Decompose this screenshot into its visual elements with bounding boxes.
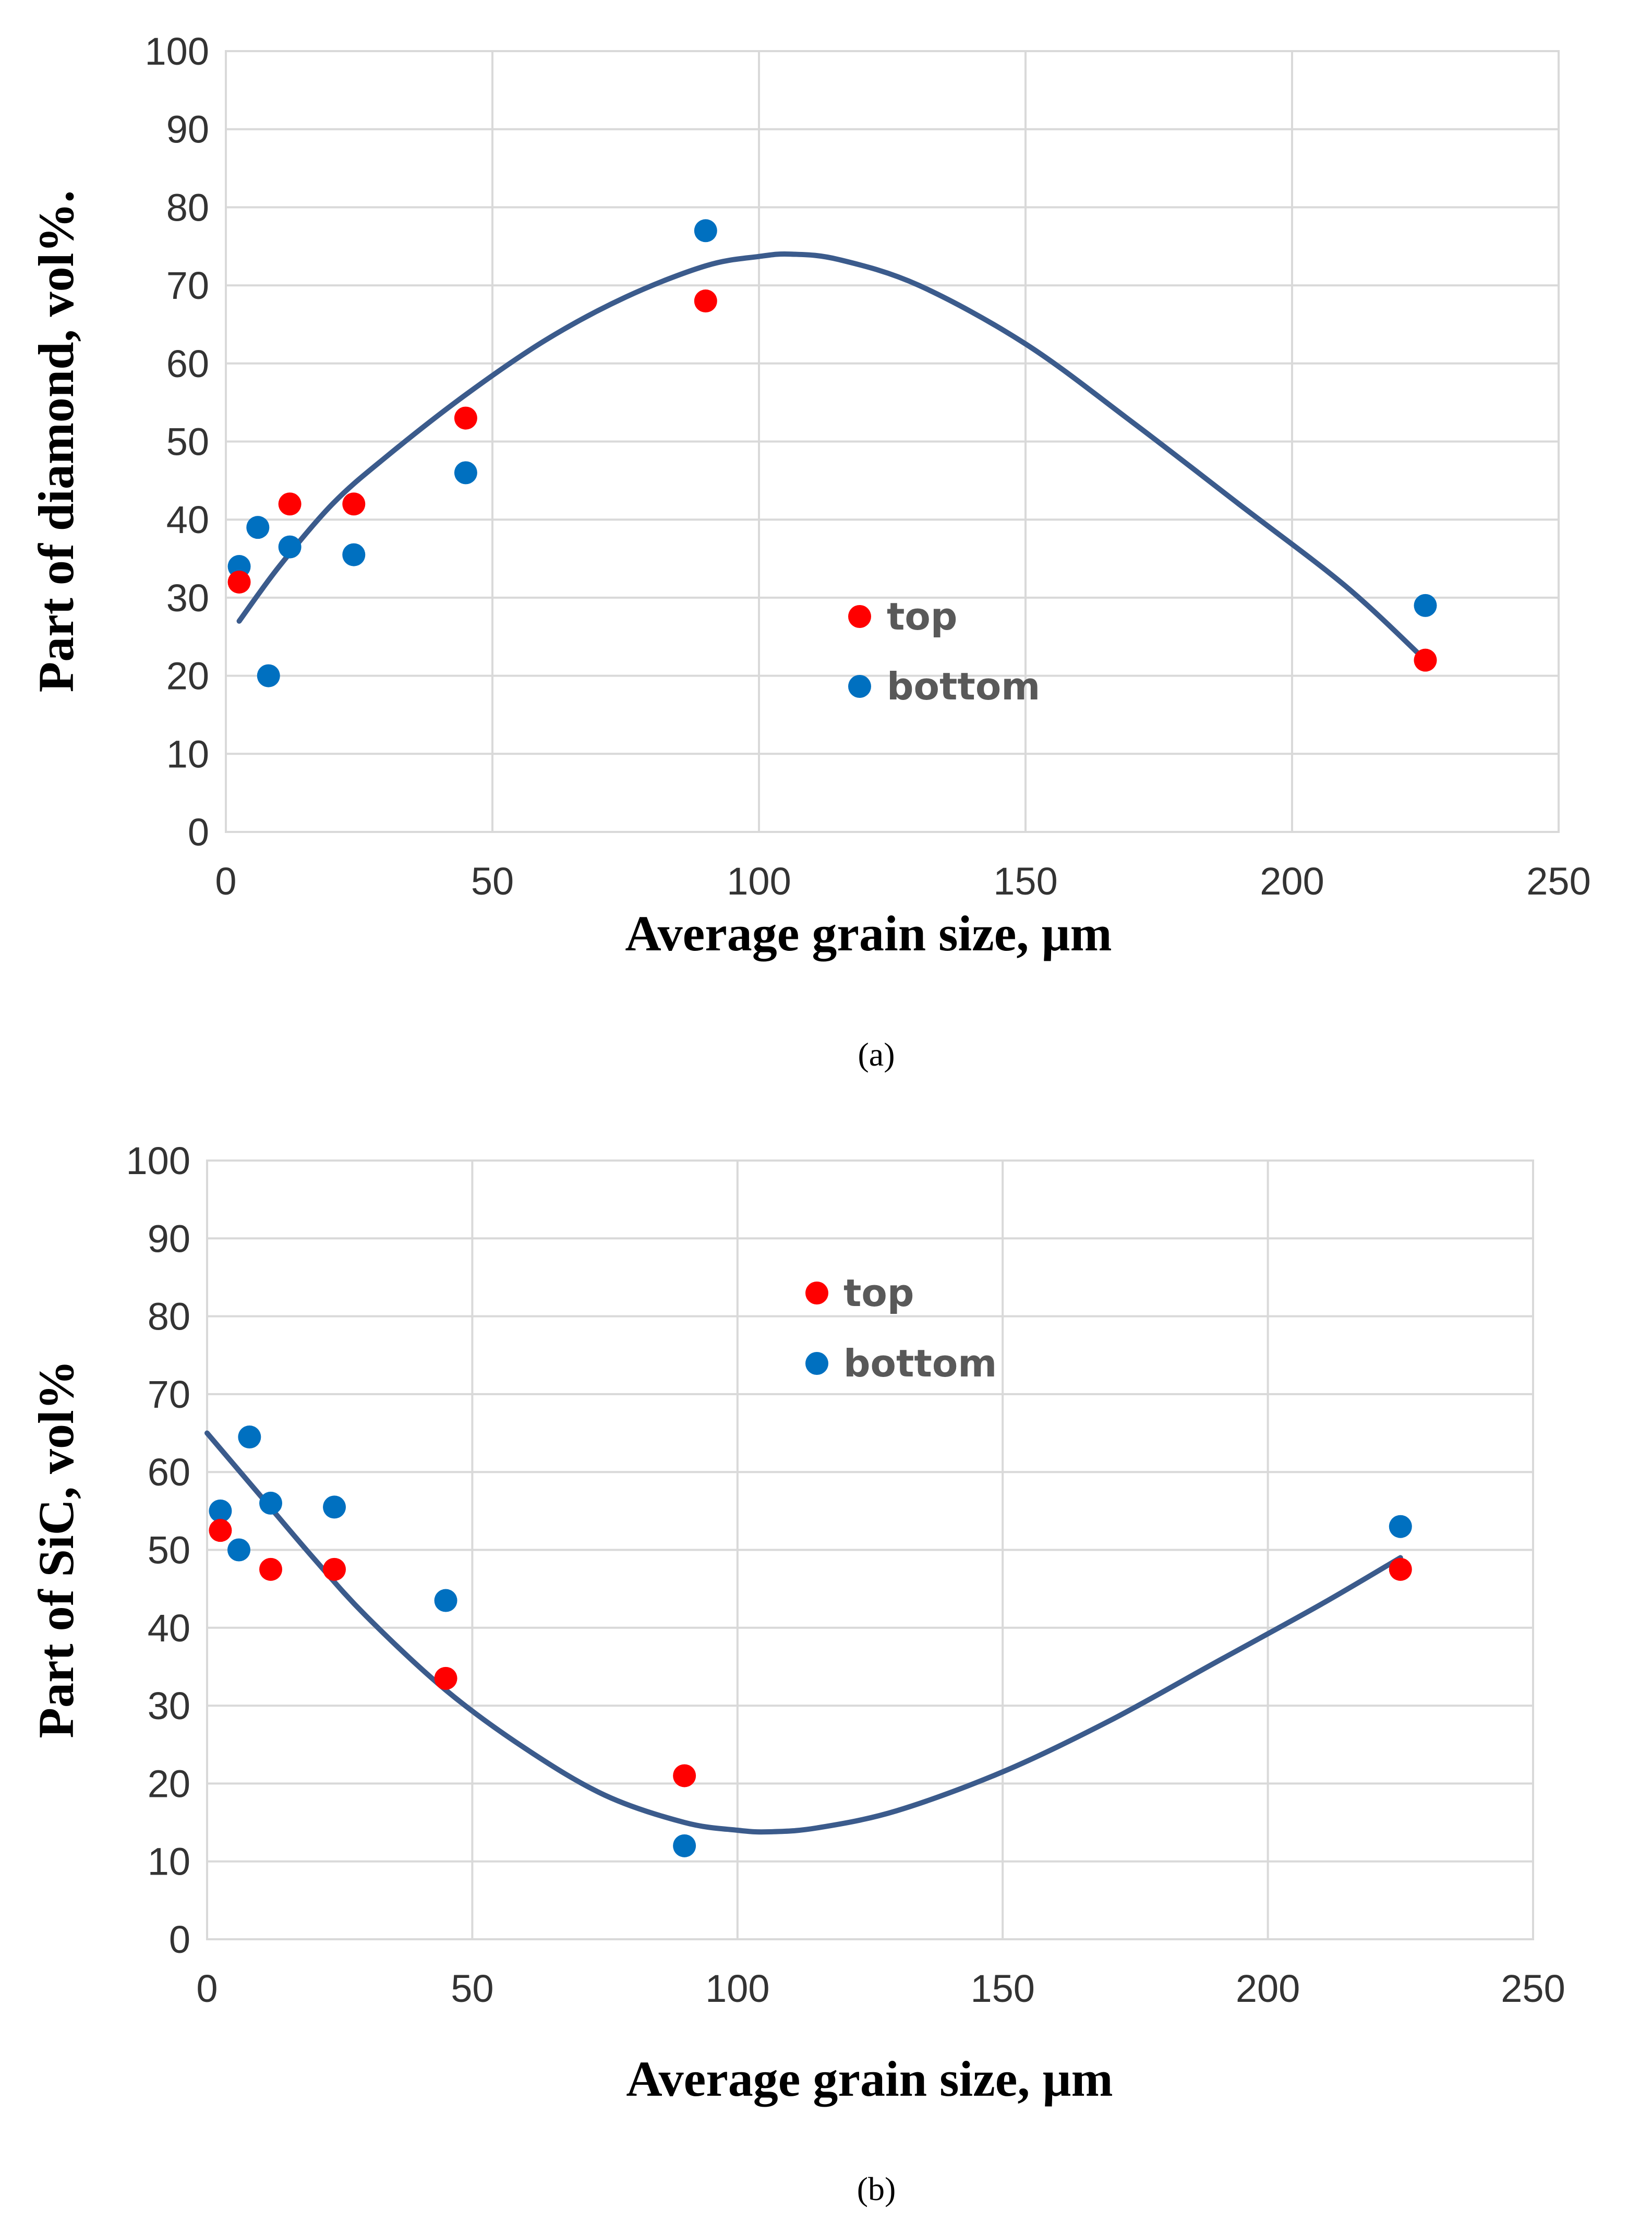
x-tick-label: 150: [970, 1967, 1034, 2010]
legend-top-label: top: [843, 1271, 914, 1315]
x-tick-label: 200: [1236, 1967, 1300, 2010]
data-point-top: [454, 406, 477, 430]
y-tick-label: 30: [148, 1684, 190, 1727]
chart-a-trendline: [236, 251, 1428, 663]
y-tick-label: 20: [148, 1762, 190, 1805]
x-tick-label: 250: [1526, 860, 1590, 903]
data-point-bottom: [694, 219, 717, 243]
legend-bottom-marker: [848, 675, 871, 698]
y-tick-label: 100: [126, 1139, 190, 1182]
y-tick-label: 10: [166, 732, 209, 776]
data-point-top: [259, 1557, 283, 1581]
data-point-bottom: [227, 1538, 251, 1562]
data-point-bottom: [1389, 1515, 1412, 1538]
legend-bottom-label: bottom: [887, 665, 1040, 708]
legend-top-label: top: [887, 595, 957, 638]
chart-b-points: [209, 1425, 1412, 1857]
data-point-top: [434, 1666, 457, 1690]
chart-b-trendline: [204, 1430, 1403, 1835]
y-tick-label: 50: [166, 420, 209, 464]
data-point-top: [1414, 648, 1437, 672]
data-point-top: [673, 1764, 696, 1787]
data-point-bottom: [454, 461, 477, 485]
legend-top-marker: [848, 605, 871, 628]
y-tick-label: 0: [188, 811, 209, 854]
data-point-top: [342, 492, 366, 516]
x-tick-label: 200: [1260, 860, 1324, 903]
x-tick-label: 100: [727, 860, 791, 903]
data-point-top: [278, 492, 302, 516]
chart-b-legend: top bottom: [805, 1271, 997, 1385]
legend-bottom-label: bottom: [843, 1342, 997, 1385]
y-tick-label: 70: [148, 1373, 190, 1416]
chart-a-x-ticks: 0 50 100 150 200 250: [215, 860, 1590, 903]
chart-a-points: [227, 219, 1437, 687]
data-point-bottom: [434, 1589, 457, 1612]
data-point-top: [694, 289, 717, 313]
y-tick-label: 20: [166, 655, 209, 698]
data-point-bottom: [323, 1495, 346, 1519]
chart-a-legend: top bottom: [848, 595, 1040, 708]
x-tick-label: 50: [471, 860, 514, 903]
x-tick-label: 0: [215, 860, 236, 903]
chart-a-y-axis-title: Part of diamond, vol%.: [28, 190, 84, 693]
chart-b-x-ticks: 0 50 100 150 200 250: [196, 1967, 1565, 2010]
chart-b-plot-frame: [206, 1159, 1534, 1940]
x-tick-label: 250: [1501, 1967, 1565, 2010]
chart-b-y-axis-title: Part of SiC, vol%: [28, 1360, 84, 1738]
chart-b-caption: (b): [857, 2170, 896, 2207]
x-tick-label: 0: [196, 1967, 218, 2010]
data-point-bottom: [342, 543, 366, 566]
y-tick-label: 70: [166, 264, 209, 307]
data-point-top: [1389, 1557, 1412, 1581]
data-point-top: [323, 1557, 346, 1581]
y-tick-label: 60: [166, 342, 209, 385]
data-point-bottom: [278, 535, 302, 559]
y-tick-label: 80: [148, 1295, 190, 1338]
chart-a-caption: (a): [858, 1036, 895, 1073]
data-point-bottom: [1414, 594, 1437, 617]
data-point-bottom: [673, 1834, 696, 1857]
chart-a-x-axis-title: Average grain size, µm: [625, 905, 1112, 961]
y-tick-label: 30: [166, 576, 209, 620]
y-tick-label: 60: [148, 1451, 190, 1494]
x-tick-label: 150: [993, 860, 1057, 903]
y-tick-label: 50: [148, 1529, 190, 1572]
legend-bottom-marker: [805, 1352, 828, 1375]
chart-b-y-ticks: 0 10 20 30 40 50 60 70 80 90 100: [126, 1139, 190, 1961]
y-tick-label: 100: [145, 30, 209, 73]
data-point-bottom: [246, 516, 270, 539]
data-point-top: [209, 1519, 232, 1542]
data-point-top: [227, 570, 251, 594]
y-tick-label: 90: [148, 1217, 190, 1260]
data-point-bottom: [209, 1499, 232, 1523]
y-tick-label: 0: [169, 1918, 190, 1961]
chart-a-y-ticks: 0 10 20 30 40 50 60 70 80 90 100: [145, 30, 209, 854]
chart-b-x-axis-title: Average grain size, µm: [626, 2051, 1113, 2107]
data-point-bottom: [238, 1425, 261, 1449]
data-point-bottom: [257, 664, 280, 687]
data-point-bottom: [259, 1491, 283, 1515]
x-tick-label: 100: [705, 1967, 769, 2010]
y-tick-label: 90: [166, 108, 209, 151]
x-tick-label: 50: [451, 1967, 493, 2010]
chart-b: 0 10 20 30 40 50 60 70 80 90 100 0 50 100 150 200 250 t…: [28, 1139, 1565, 2207]
legend-top-marker: [805, 1282, 828, 1304]
y-tick-label: 40: [148, 1606, 190, 1650]
chart-a-plot-frame: [225, 50, 1560, 833]
y-tick-label: 40: [166, 498, 209, 541]
chart-a: 0 10 20 30 40 50 60 70 80 90 100 0 50 100 150 200 250 t…: [28, 30, 1591, 1073]
y-tick-label: 10: [148, 1840, 190, 1883]
y-tick-label: 80: [166, 186, 209, 229]
